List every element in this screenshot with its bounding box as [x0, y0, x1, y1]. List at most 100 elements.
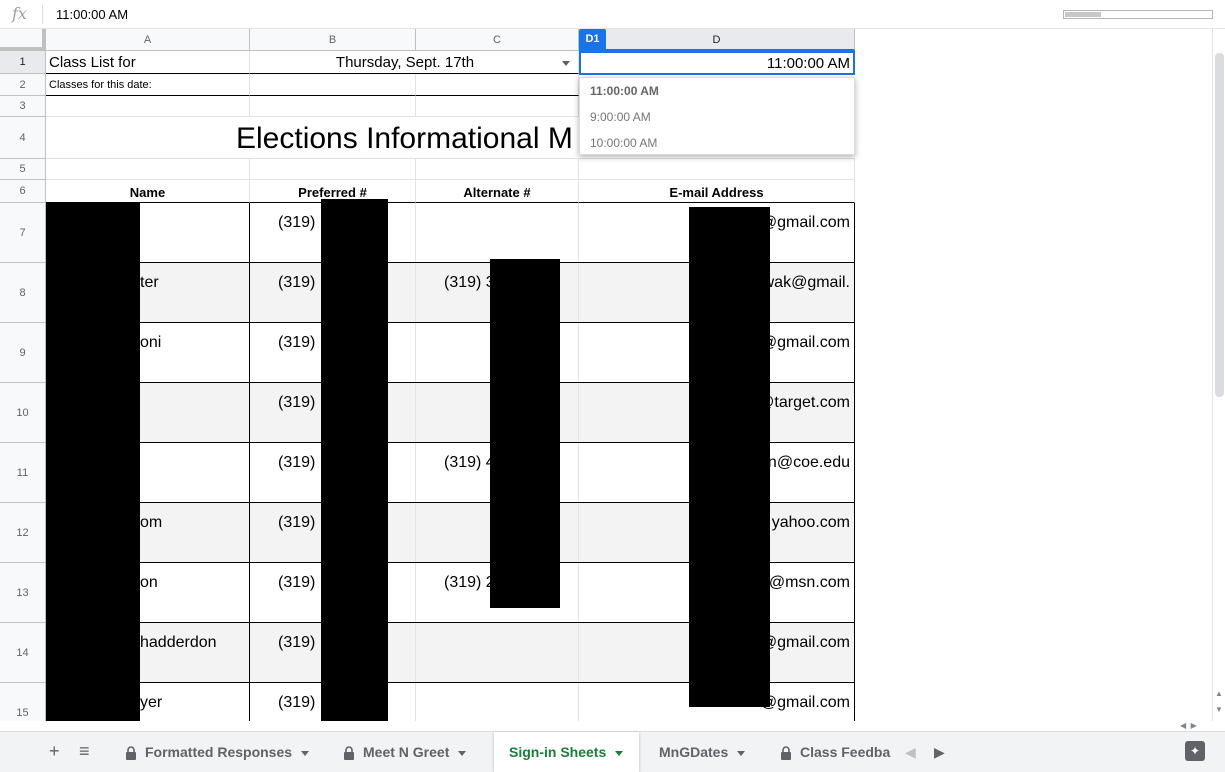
cell-preferred[interactable]: (319) [250, 623, 416, 682]
tab-meet-n-greet[interactable]: Meet N Greet [331, 732, 489, 772]
row-header-15[interactable]: 15 [0, 683, 46, 721]
cell-preferred[interactable]: (319) [250, 683, 416, 721]
cell-name[interactable] [46, 443, 250, 502]
cell-preferred[interactable]: (319) [250, 443, 416, 502]
row-header-14[interactable]: 14 [0, 623, 46, 683]
all-sheets-button[interactable]: ≡ [79, 741, 90, 761]
cell-b3[interactable] [250, 96, 416, 117]
header-email[interactable]: E-mail Address [579, 180, 855, 203]
row-header-11[interactable]: 11 [0, 443, 46, 503]
dropdown-option[interactable]: 9:00:00 AM [590, 110, 651, 124]
cell-alternate[interactable] [416, 323, 579, 382]
column-header-a[interactable]: A [46, 29, 250, 51]
row-header-6[interactable]: 6 [0, 180, 46, 203]
scroll-right-icon[interactable]: ▶ [1190, 721, 1197, 730]
dropdown-option[interactable]: 11:00:00 AM [590, 84, 659, 98]
vertical-scrollbar[interactable]: ▲ ▼ [1212, 29, 1225, 721]
explore-icon[interactable]: ✦ [1185, 741, 1205, 761]
cell-name[interactable] [46, 383, 250, 442]
scrollbar-thumb[interactable] [1215, 53, 1224, 397]
cell-alternate[interactable] [416, 203, 579, 262]
cell-email[interactable]: n@coe.edu [579, 443, 855, 502]
scroll-left-icon[interactable]: ◀ [1180, 721, 1187, 730]
cell-name[interactable]: hadderdon [46, 623, 250, 682]
row-header-12[interactable]: 12 [0, 503, 46, 563]
chevron-down-icon[interactable] [458, 750, 467, 756]
formula-input[interactable]: 11:00:00 AM [56, 7, 129, 22]
cell-a3[interactable] [46, 96, 250, 117]
cell-alternate[interactable]: (319) 4 [416, 443, 579, 502]
header-name[interactable]: Name [46, 180, 250, 203]
cell-c2[interactable] [416, 74, 579, 96]
cell-d1-editor[interactable]: 11:00:00 AM [579, 51, 855, 75]
tab-formatted-responses[interactable]: Formatted Responses [113, 732, 327, 772]
dropdown-option[interactable]: 10:00:00 AM [590, 136, 658, 150]
row-header-3[interactable]: 3 [0, 96, 46, 117]
cell-alternate[interactable]: (319) 2 [416, 563, 579, 622]
column-header-c[interactable]: C [416, 29, 579, 51]
scroll-up-icon[interactable]: ▲ [1215, 689, 1223, 698]
tab-class-feedback[interactable]: Class Feedba [767, 732, 891, 772]
cell-preferred[interactable]: (319) [250, 503, 416, 562]
cell-preferred[interactable]: (319) [250, 383, 416, 442]
cell-name[interactable]: om [46, 503, 250, 562]
cell-email[interactable]: n yahoo.com [579, 503, 855, 562]
cell-name[interactable] [46, 203, 250, 262]
cell-a2[interactable]: Classes for this date: [46, 74, 250, 96]
cell-email[interactable]: @gmail.com [579, 203, 855, 262]
row-header-4[interactable]: 4 [0, 117, 46, 159]
cell-b2[interactable] [250, 74, 416, 96]
cell-email[interactable]: wak@gmail. [579, 263, 855, 322]
select-all-corner[interactable] [0, 29, 46, 51]
tab-sign-in-sheets[interactable]: Sign-in Sheets [494, 732, 639, 772]
chevron-down-icon[interactable] [737, 750, 746, 756]
cell-name[interactable]: oni [46, 323, 250, 382]
cell-name[interactable]: yer [46, 683, 250, 721]
cell-alternate[interactable]: (319) 3 [416, 263, 579, 322]
preferred-text: (319) [278, 274, 316, 291]
row-header-8[interactable]: 8 [0, 263, 46, 323]
column-header-b[interactable]: B [250, 29, 416, 51]
cell-preferred[interactable]: (319) [250, 203, 416, 262]
top-horizontal-scrollbar[interactable] [1063, 10, 1213, 19]
tab-scroll-left-icon[interactable]: ◀ [905, 744, 916, 760]
row-header-13[interactable]: 13 [0, 563, 46, 623]
row-header-7[interactable]: 7 [0, 203, 46, 263]
cell-b1-date-select[interactable]: Thursday, Sept. 17th [250, 51, 579, 74]
cell-email[interactable]: ro @msn.com [579, 563, 855, 622]
scrollbar-thumb[interactable] [1065, 12, 1101, 17]
add-sheet-button[interactable]: + [49, 741, 60, 761]
cell-preferred[interactable]: (319) [250, 263, 416, 322]
row-header-2[interactable]: 2 [0, 74, 46, 96]
cell-alternate[interactable] [416, 503, 579, 562]
cell-c3[interactable] [416, 96, 579, 117]
chevron-down-icon[interactable] [562, 61, 570, 66]
cell-preferred[interactable]: (319) [250, 563, 416, 622]
cell-alternate[interactable] [416, 683, 579, 721]
row-header-1[interactable]: 1 [0, 51, 46, 74]
title-merged-cell[interactable]: Elections Informational M [46, 117, 855, 159]
cell-email[interactable]: c @gmail.com [579, 323, 855, 382]
column-header-d[interactable]: D [579, 29, 855, 51]
header-alternate[interactable]: Alternate # [416, 180, 579, 203]
tab-mngdates[interactable]: MnGDates [645, 732, 763, 772]
spreadsheet-grid[interactable]: A B C D D1 1 2 3 4 5 6 7 8 9 10 11 12 13… [0, 29, 1212, 721]
chevron-down-icon[interactable] [301, 750, 310, 756]
row-header-9[interactable]: 9 [0, 323, 46, 383]
chevron-down-icon[interactable] [615, 750, 624, 756]
cell-d5[interactable] [579, 159, 855, 180]
cell-preferred[interactable]: (319) [250, 323, 416, 382]
horizontal-scroll-arrows[interactable]: ◀ ▶ [1180, 721, 1212, 731]
cell-alternate[interactable] [416, 383, 579, 442]
cell-a5[interactable] [46, 159, 250, 180]
tab-scroll-right-icon[interactable]: ▶ [934, 744, 945, 760]
cell-b5[interactable] [250, 159, 416, 180]
cell-name[interactable]: on [46, 563, 250, 622]
row-header-10[interactable]: 10 [0, 383, 46, 443]
cell-c5[interactable] [416, 159, 579, 180]
cell-a1[interactable]: Class List for [46, 51, 250, 74]
cell-name[interactable]: ter [46, 263, 250, 322]
cell-alternate[interactable] [416, 623, 579, 682]
row-header-5[interactable]: 5 [0, 159, 46, 180]
scroll-down-icon[interactable]: ▼ [1215, 705, 1223, 714]
